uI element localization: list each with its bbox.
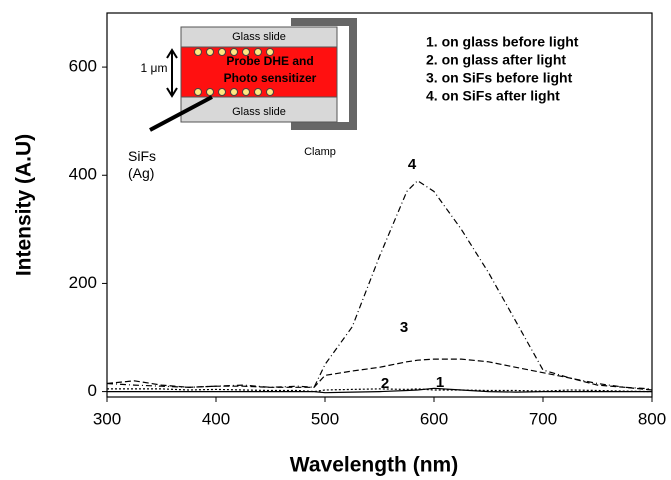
particles-label: SiFs (Ag) bbox=[128, 148, 156, 181]
y-tick-label: 600 bbox=[69, 57, 97, 76]
x-tick-label: 700 bbox=[529, 409, 557, 428]
curve-label: 1 bbox=[436, 374, 444, 391]
thickness-label: 1 μm bbox=[140, 61, 168, 75]
plot-frame bbox=[106, 12, 653, 398]
x-axis-label: Wavelength (nm) bbox=[290, 454, 458, 477]
bottom-slide bbox=[180, 96, 338, 123]
x-tick-label: 800 bbox=[638, 409, 666, 428]
y-axis-label: Intensity (A.U) bbox=[13, 134, 36, 276]
y-tick-label: 400 bbox=[69, 165, 97, 184]
x-tick-label: 400 bbox=[202, 409, 230, 428]
sample-label: Probe DHE and Photo sensitizer bbox=[223, 54, 317, 85]
clamp-shape bbox=[291, 18, 357, 130]
particles-top bbox=[194, 48, 274, 56]
series-line bbox=[106, 179, 653, 390]
legend-entry: 2. on glass after light bbox=[426, 52, 566, 68]
top-slide-label: Glass slide bbox=[232, 31, 286, 43]
series-line bbox=[107, 388, 653, 393]
arrow-heads bbox=[166, 48, 178, 98]
series-line bbox=[106, 358, 653, 391]
thickness-label-box: 1 μm bbox=[140, 61, 168, 75]
series-line bbox=[107, 387, 652, 394]
clamp-label: Clamp bbox=[304, 146, 336, 158]
legend-entry: 3. on SiFs before light bbox=[426, 70, 573, 86]
curve-label: 4 bbox=[408, 156, 417, 173]
legend-entry: 4. on SiFs after light bbox=[426, 88, 560, 104]
curve-label: 3 bbox=[400, 319, 408, 336]
curve-label: 2 bbox=[381, 375, 389, 392]
legend-entry: 1. on glass before light bbox=[426, 34, 579, 50]
x-tick-label: 300 bbox=[93, 409, 121, 428]
bottom-slide-label: Glass slide bbox=[232, 106, 286, 118]
particles-bottom bbox=[194, 88, 274, 96]
x-tick-label: 500 bbox=[311, 409, 339, 428]
particles-label-box: SiFs (Ag) bbox=[128, 148, 156, 181]
y-tick-label: 0 bbox=[88, 381, 97, 400]
y-tick-label: 200 bbox=[69, 273, 97, 292]
x-tick-label: 600 bbox=[420, 409, 448, 428]
inset: Glass slide Probe DHE and Photo sensitiz… bbox=[128, 18, 357, 181]
pointer-arrow bbox=[149, 95, 213, 132]
sample-label-box: Probe DHE and Photo sensitizer bbox=[223, 54, 317, 85]
